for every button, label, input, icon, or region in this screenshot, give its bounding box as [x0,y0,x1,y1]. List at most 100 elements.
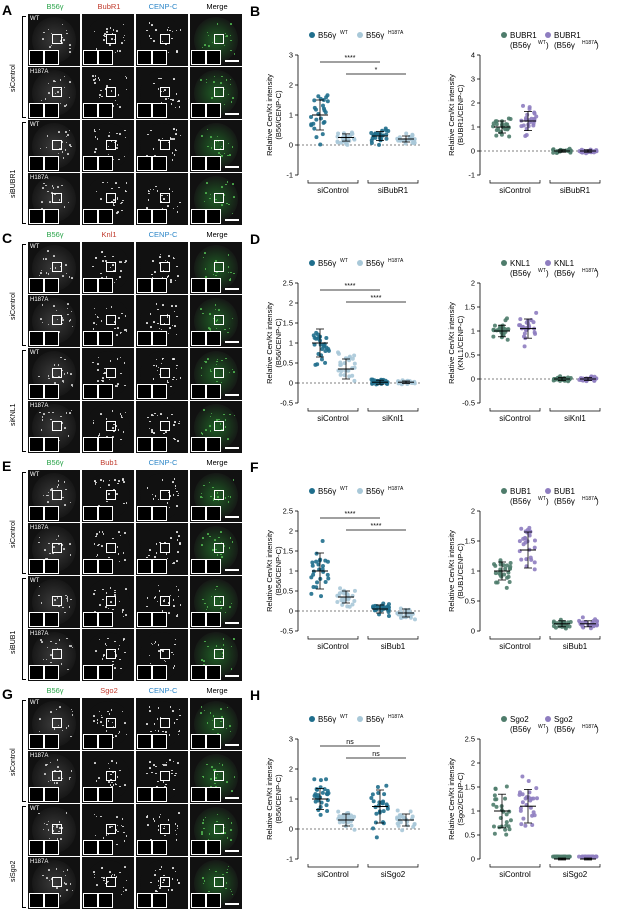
kinetochore-dot [67,313,69,316]
kinetochore-dot [109,27,111,29]
inset-zoom [206,612,221,627]
data-point [347,354,352,359]
kinetochore-dot [95,780,98,782]
kinetochore-dot [156,890,158,893]
data-point [335,134,340,139]
group-bracket [307,864,359,868]
kinetochore-dot [120,824,123,827]
kinetochore-dot [153,820,156,822]
kinetochore-dot [176,718,178,721]
kinetochore-dot [165,553,168,555]
kinetochore-dot [161,194,163,197]
micrograph-tile [136,242,188,294]
kinetochore-dot [157,322,159,325]
inset-zoom [44,331,59,346]
kinetochore-dot [110,778,112,781]
kinetochore-dot [54,599,56,601]
kinetochore-dot [45,146,48,149]
kinetochore-dot [229,278,232,280]
kinetochore-dot [95,535,97,538]
kinetochore-dot [215,320,218,322]
data-point [591,618,596,623]
legend-superscript: H187A [582,724,598,730]
kinetochore-dot [50,661,52,664]
legend-superscript: WT [340,258,348,264]
kinetochore-dot [156,190,159,192]
kinetochore-dot [200,79,202,81]
kinetochore-dot [64,149,67,151]
kinetochore-dot [119,413,122,415]
kinetochore-dot [38,585,41,588]
kinetochore-dot [117,327,119,329]
data-point [369,141,374,146]
data-point [491,121,496,126]
inset-zoom [83,840,98,855]
kinetochore-dot [227,495,230,498]
inset-zoom [98,103,113,118]
inset-zoom [44,787,59,802]
y-tick-label: 3 [471,75,475,84]
kinetochore-dot [154,641,157,643]
kinetochore-dot [214,304,217,306]
data-point [320,538,325,543]
kinetochore-dot [174,487,177,490]
kinetochore-dot [166,380,169,382]
data-point [521,103,526,108]
kinetochore-dot [163,600,165,602]
data-point [345,604,350,609]
kinetochore-dot [93,876,96,879]
kinetochore-dot [110,306,113,308]
legend-marker [545,488,551,494]
kinetochore-dot [167,381,169,384]
kinetochore-dot [206,128,209,131]
kinetochore-dot [94,480,96,482]
kinetochore-dot [56,648,59,650]
column-header: B56γ [46,458,64,467]
data-point [566,854,571,859]
data-point [345,142,350,147]
kinetochore-dot [174,485,177,487]
kinetochore-dot [95,257,97,259]
kinetochore-dot [112,771,114,774]
kinetochore-dot [102,533,105,535]
zoom-box [106,649,116,659]
zoom-box [52,718,62,728]
scale-bar [225,516,239,518]
y-tick-label: 2 [289,299,293,308]
inset-zoom [191,734,206,749]
micrograph-tile [190,348,242,400]
kinetochore-dot [98,543,100,546]
scale-bar [225,60,239,62]
kinetochore-dot [153,364,155,367]
kinetochore-dot [98,638,101,641]
kinetochore-dot [107,762,110,765]
inset-zoom [98,665,113,680]
kinetochore-dot [113,488,115,491]
kinetochore-dot [111,33,114,35]
kinetochore-dot [173,310,176,313]
kinetochore-dot [58,639,61,641]
kinetochore-dot [112,663,114,665]
kinetochore-dot [41,201,43,203]
kinetochore-dot [62,381,65,384]
kinetochore-dot [146,29,148,32]
zoom-box [52,368,62,378]
data-point [532,545,537,550]
kinetochore-dot [206,763,208,766]
inset-zoom [98,612,113,627]
data-point [396,823,401,828]
data-point [338,372,343,377]
kinetochore-dot [200,496,202,498]
data-point [312,342,317,347]
kinetochore-dot [160,362,163,365]
y-axis-label: Relative Cen/Kt intensity [447,74,456,156]
kinetochore-dot [163,825,166,828]
kinetochore-dot [93,30,96,33]
inset-zoom [137,612,152,627]
kinetochore-dot [153,82,155,85]
x-group-label: siSgo2 [563,870,588,879]
group-bracket [549,864,601,868]
kinetochore-dot [112,203,115,205]
kinetochore-dot [71,325,74,328]
kinetochore-dot [68,778,71,780]
